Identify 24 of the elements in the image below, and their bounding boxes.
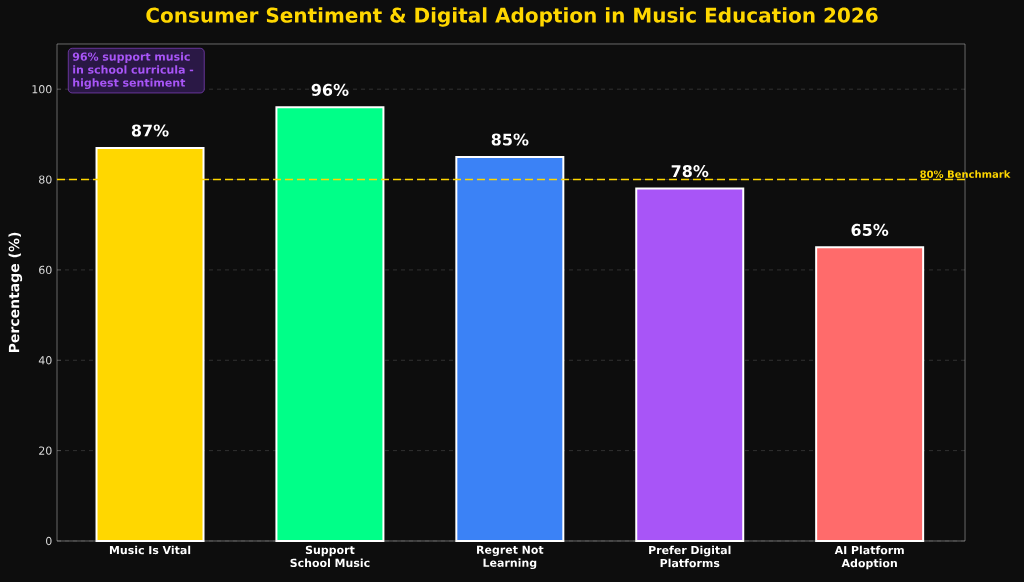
data-label: 96% [311, 83, 349, 96]
x-tick-label: Regret Not Learning [477, 545, 544, 570]
annotation: 96% support music in school curricula - highest sentiment [72, 52, 194, 89]
y-tick-label: 80 [39, 175, 52, 184]
data-label: 78% [671, 165, 709, 178]
y-tick-label: 40 [38, 356, 52, 365]
data-label: 87% [131, 124, 169, 137]
bar [455, 155, 565, 542]
y-tick-label: 100 [32, 85, 52, 94]
x-tick-label: Prefer Digital Platforms [649, 545, 731, 568]
y-axis-title: Percentage (%) [8, 232, 23, 353]
y-tick-label: 60 [39, 265, 52, 275]
ref-line-label: 80% Benchmark [920, 170, 1011, 178]
x-tick-label: AI Platform Adoption [834, 545, 904, 570]
x-tick-label: Support School Music [290, 545, 370, 568]
chart-title: Consumer Sentiment & Digital Adoption in Music Education 2026 [146, 7, 878, 27]
y-tick-label: 0 [46, 536, 52, 546]
x-tick-label: Music Is Vital [109, 545, 191, 555]
bar [275, 106, 385, 542]
bar [815, 246, 925, 542]
y-tick-label: 20 [39, 446, 52, 455]
bar [635, 187, 745, 542]
data-label: 85% [491, 133, 529, 146]
data-label: 65% [851, 223, 889, 236]
